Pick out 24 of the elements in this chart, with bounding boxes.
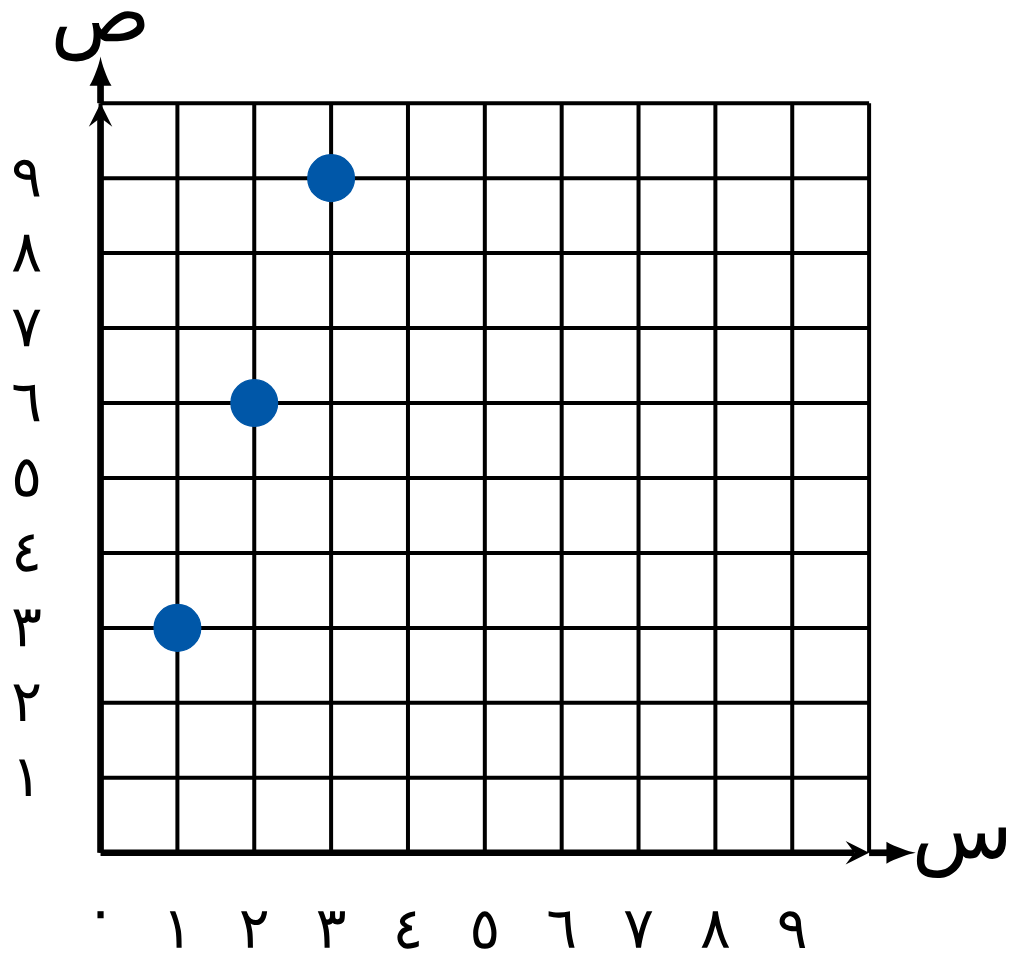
y-axis-title: ص — [55, 11, 145, 62]
x-tick-label: ٤ — [397, 911, 419, 949]
y-tick-label: ٦ — [13, 384, 40, 422]
point — [153, 603, 202, 652]
point — [230, 379, 279, 428]
x-tick-label: ٨ — [701, 911, 730, 948]
x-axis-title: س — [916, 827, 1006, 879]
x-tick-label: ٥ — [473, 911, 497, 949]
x-tick-label: ١ — [169, 911, 182, 948]
x-tick-label: ٩ — [779, 911, 806, 949]
y-tick-label: ٥ — [14, 459, 39, 497]
x-tick-label: ٠ — [97, 911, 104, 919]
y-tick-label: ٧ — [12, 309, 41, 347]
y-tick-label: ٢ — [13, 684, 40, 722]
y-tick-label: ٤ — [16, 534, 38, 572]
y-tick-label: ٣ — [13, 609, 41, 647]
x-tick-label: ٢ — [241, 911, 268, 948]
x-tick-label: ٦ — [548, 911, 575, 948]
x-tick-label: ٣ — [317, 911, 345, 948]
x-tick-label: ٧ — [624, 911, 653, 948]
point — [307, 154, 356, 203]
y-tick-label: ١ — [18, 759, 31, 797]
y-tick-label: ٨ — [12, 234, 41, 272]
y-tick-label: ٩ — [13, 159, 40, 197]
